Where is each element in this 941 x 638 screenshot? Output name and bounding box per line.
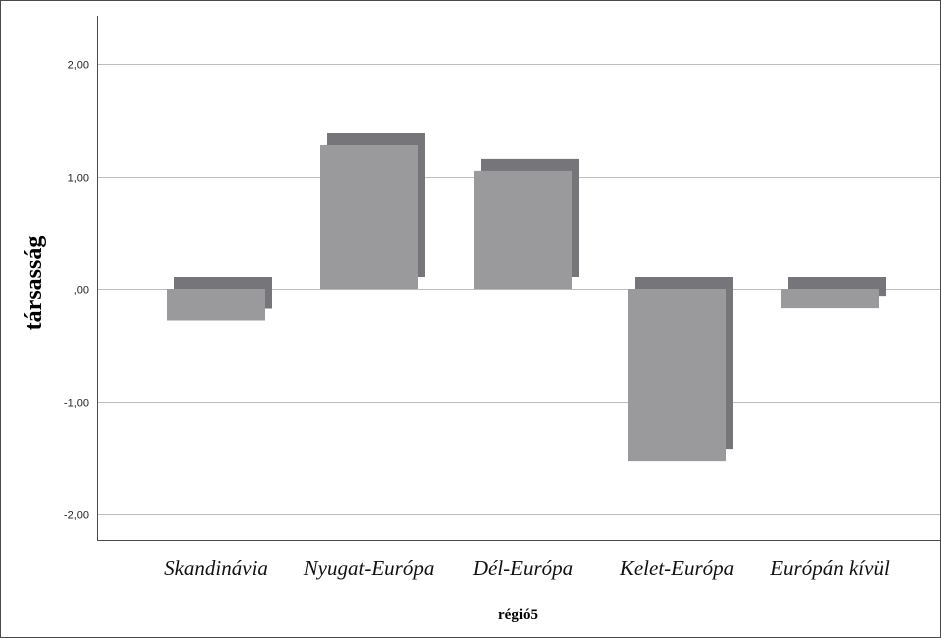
y-tick-label: 1,00 [68, 173, 89, 185]
y-tick-label: -1,00 [64, 398, 89, 410]
bars [167, 133, 886, 462]
bar [474, 170, 572, 289]
x-tick-label: Skandinávia [164, 556, 268, 580]
x-tick-label: Kelet-Európa [619, 556, 734, 580]
x-tick-label: Nyugat-Európa [303, 556, 435, 580]
x-axis-title: régió5 [498, 607, 538, 623]
bar [781, 289, 879, 309]
y-tick-labels: 2,00 1,00 ,00 -1,00 -2,00 [64, 60, 89, 522]
y-axis-title: társasság [21, 236, 47, 331]
x-tick-label: Európán kívül [769, 556, 890, 580]
bar [628, 289, 726, 462]
x-tick-label: Dél-Európa [472, 556, 573, 580]
y-tick-label: 2,00 [68, 60, 89, 72]
category-labels: Skandinávia Nyugat-Európa Dél-Európa Kelet-… [164, 556, 890, 580]
bar [167, 289, 265, 321]
bar [320, 145, 418, 289]
y-tick-label: -2,00 [64, 510, 89, 522]
y-tick-label: ,00 [74, 285, 89, 297]
